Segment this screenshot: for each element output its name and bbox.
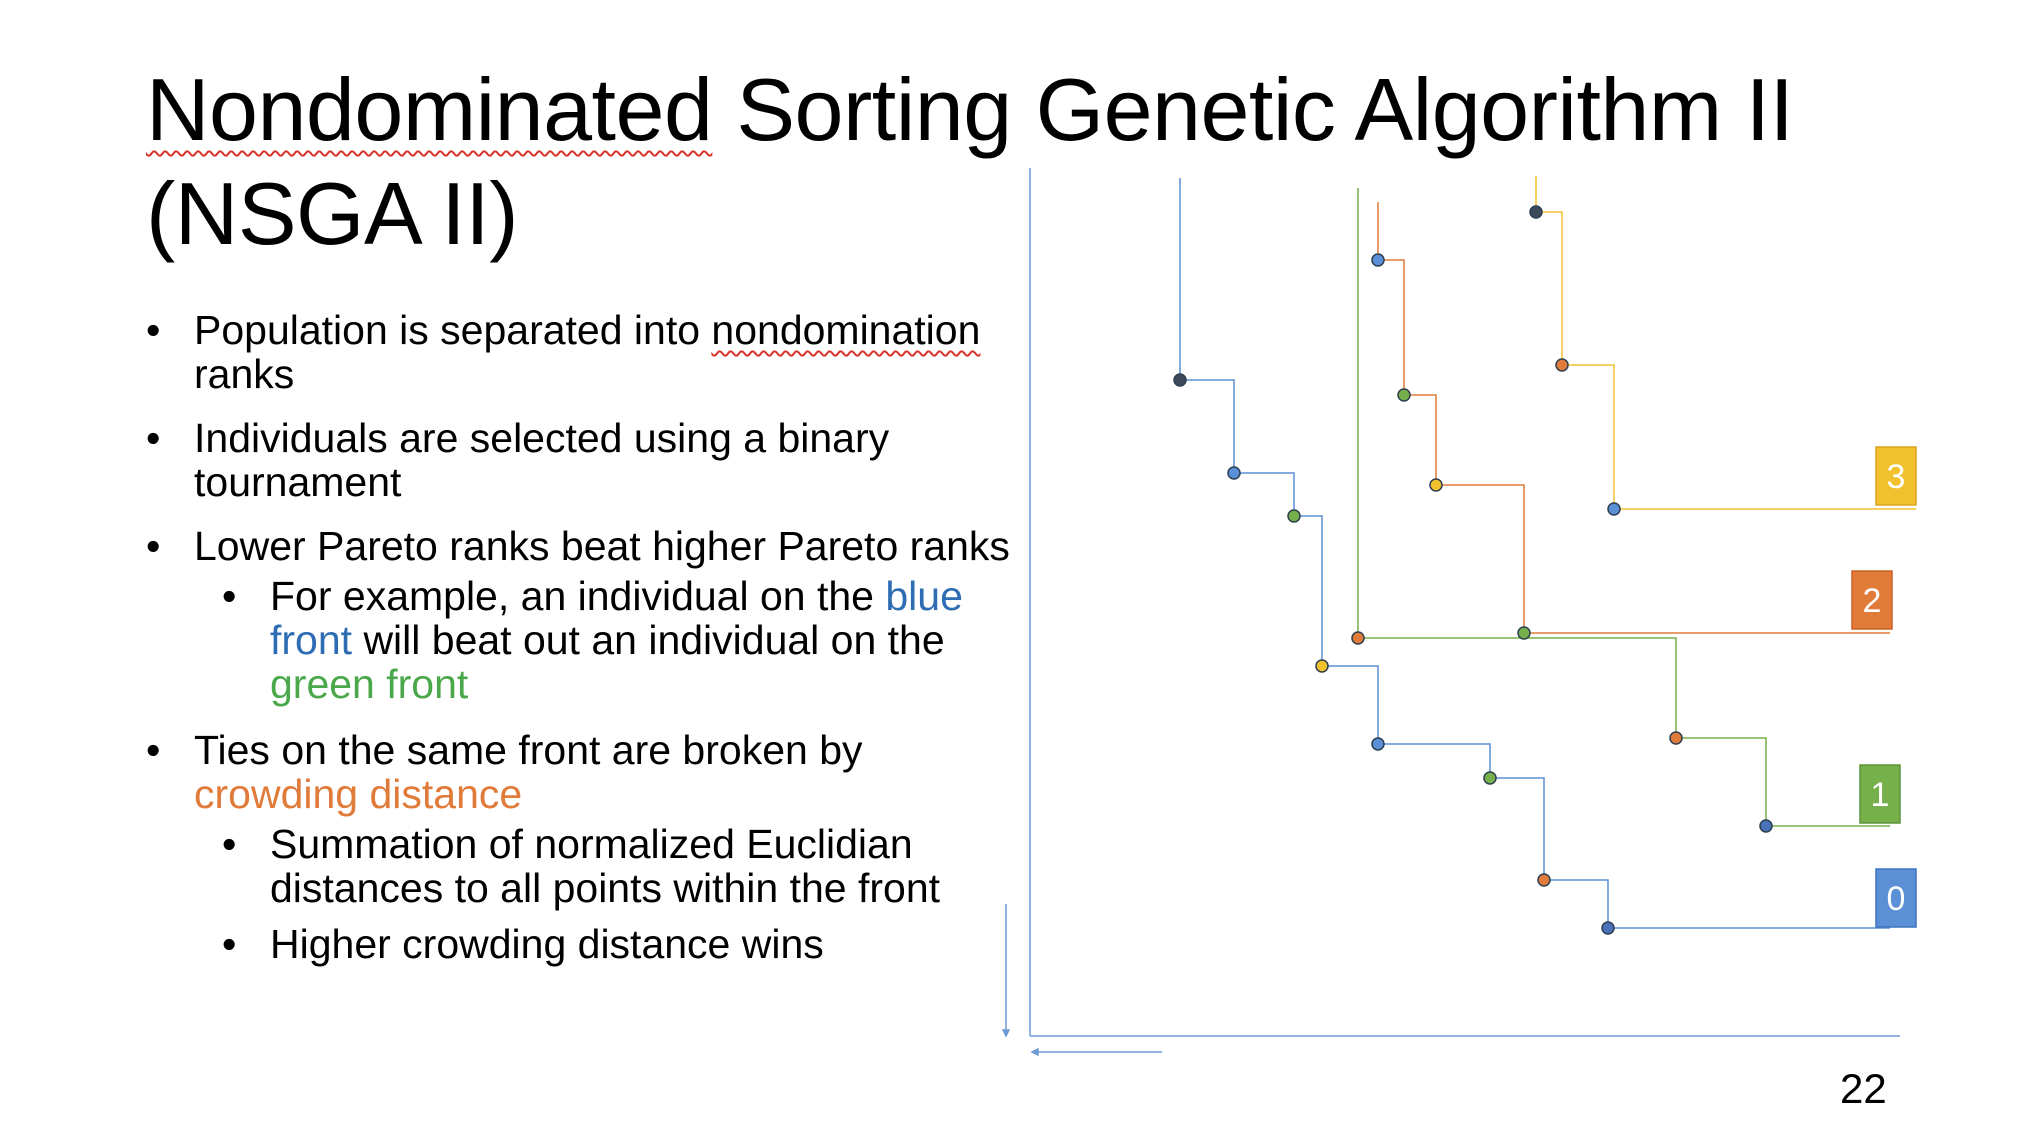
sub-bullets-crowding: Summation of normalized Euclidian distan… (146, 822, 1026, 966)
bullet-text: Lower Pareto ranks beat higher Pareto ra… (194, 523, 1010, 569)
svg-text:3: 3 (1887, 458, 1906, 496)
bullet-list: Population is separated into nondominati… (146, 308, 1026, 978)
point-orange (1669, 731, 1683, 745)
sub-bullet-text: Higher crowding distance wins (270, 921, 824, 967)
rank-label-1: 1 (1859, 764, 1901, 824)
point-orange (1351, 631, 1365, 645)
svg-text:0: 0 (1887, 880, 1906, 918)
slide-title: Nondominated Sorting Genetic Algorithm I… (146, 58, 1906, 266)
front-0-line (1179, 178, 1890, 929)
arrow-down-head (1001, 1029, 1011, 1038)
sub-bullet-higher-wins: Higher crowding distance wins (146, 922, 1026, 966)
title-word-nondominated: Nondominated (146, 60, 713, 159)
point-blue (1601, 921, 1615, 935)
point-dark (1173, 373, 1187, 387)
arrow-left-head (1030, 1047, 1039, 1057)
point-green (1397, 388, 1411, 402)
point-green (1483, 771, 1497, 785)
svg-text:2: 2 (1863, 582, 1882, 620)
points (1173, 205, 1773, 935)
svg-text:1: 1 (1871, 776, 1890, 814)
point-orange (1555, 358, 1569, 372)
point-blue (1371, 253, 1385, 267)
sub-bullet-summation: Summation of normalized Euclidian distan… (146, 822, 1026, 910)
front-2-line (1377, 202, 1890, 634)
bullet-ties: Ties on the same front are broken by cro… (146, 728, 1026, 816)
bullet-tournament: Individuals are selected using a binary … (146, 416, 1026, 504)
page-number: 22 (1840, 1065, 1887, 1112)
point-blue (1607, 502, 1621, 516)
point-dark (1529, 205, 1543, 219)
bullet-text: ranks (194, 351, 295, 397)
rank-label-0: 0 (1875, 868, 1917, 928)
front-3-line (1535, 176, 1916, 510)
bullet-pareto-ranks: Lower Pareto ranks beat higher Pareto ra… (146, 524, 1026, 568)
point-blue (1371, 737, 1385, 751)
bullet-text: Ties on the same front are broken by (194, 727, 863, 773)
sub-bullet-text: For example, an individual on the (270, 573, 886, 619)
title-rest: Sorting Genetic Algorithm II (NSGA II) (146, 60, 1794, 263)
text-blue-front: blue front (270, 573, 963, 663)
point-blue (1227, 466, 1241, 480)
axes (1001, 168, 1900, 1057)
point-blue (1759, 819, 1773, 833)
point-green (1517, 626, 1531, 640)
bullet-population: Population is separated into nondominati… (146, 308, 1026, 396)
sub-bullet-text: will beat out an individual on the (352, 617, 945, 663)
bullet-text: Individuals are selected using a binary … (194, 415, 890, 505)
point-orange (1537, 873, 1551, 887)
sub-bullet-text: Summation of normalized Euclidian distan… (270, 821, 941, 911)
sub-bullets-pareto: For example, an individual on the blue f… (146, 574, 1026, 706)
sub-bullet-example: For example, an individual on the blue f… (146, 574, 1026, 706)
point-green (1287, 509, 1301, 523)
front-1-line (1357, 188, 1890, 827)
rank-label-2: 2 (1851, 570, 1893, 630)
text-green-front: green front (270, 661, 469, 707)
point-yellow (1429, 478, 1443, 492)
bullet-text: Population is separated into (194, 307, 712, 353)
text-crowding-distance: crowding distance (194, 771, 523, 817)
bullet-text-nondomination: nondomination (711, 307, 981, 353)
point-yellow (1315, 659, 1329, 673)
rank-label-3: 3 (1875, 446, 1917, 506)
